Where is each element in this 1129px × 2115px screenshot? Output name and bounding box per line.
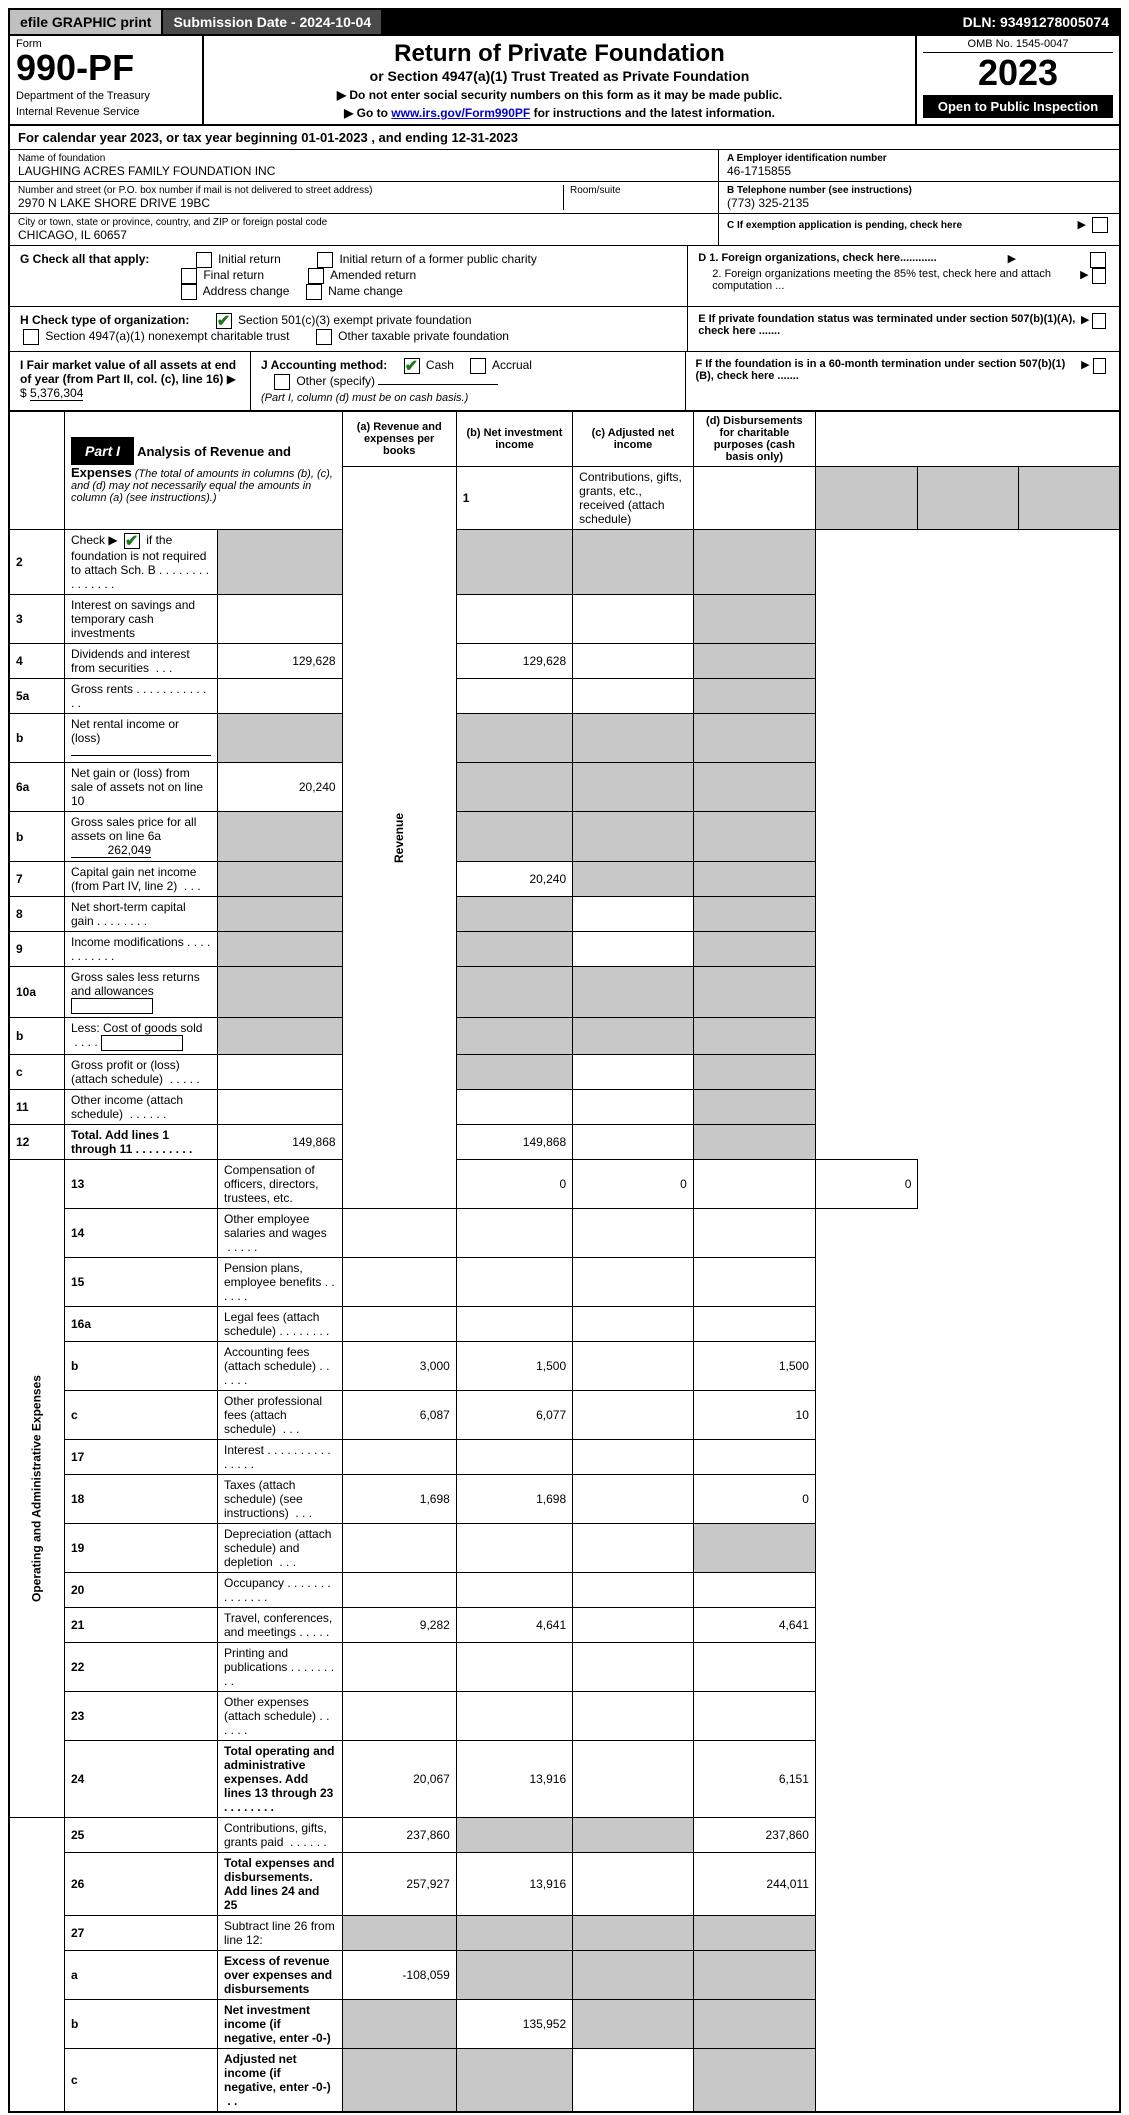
city-value: CHICAGO, IL 60657	[18, 228, 710, 242]
ssn-note: ▶ Do not enter social security numbers o…	[214, 88, 905, 102]
page-footer: For Paperwork Reduction Act Notice, see …	[8, 2113, 1121, 2115]
efile-label[interactable]: efile GRAPHIC print	[10, 10, 163, 34]
part1-table: Part I Analysis of Revenue and Expenses …	[8, 412, 1121, 2113]
goto-suffix: for instructions and the latest informat…	[530, 106, 775, 120]
g-address-change[interactable]	[181, 284, 197, 300]
goto-prefix: ▶ Go to	[344, 106, 391, 120]
ein-label: A Employer identification number	[727, 153, 1111, 164]
part1-tab: Part I	[71, 437, 134, 465]
d1-checkbox[interactable]	[1090, 252, 1106, 268]
address-label: Number and street (or P.O. box number if…	[18, 185, 563, 196]
g-initial-return[interactable]	[196, 252, 212, 268]
irs-label: Internal Revenue Service	[16, 106, 196, 118]
phone-value: (773) 325-2135	[727, 196, 1111, 210]
g-initial-former[interactable]	[317, 252, 333, 268]
d2-label: 2. Foreign organizations meeting the 85%…	[712, 268, 1080, 292]
h-other-taxable[interactable]	[316, 329, 332, 345]
col-a-header: (a) Revenue and expenses per books	[342, 412, 456, 467]
d1-label: D 1. Foreign organizations, check here..…	[698, 252, 936, 268]
j-label: J Accounting method:	[261, 358, 387, 372]
i-label: I Fair market value of all assets at end…	[20, 358, 236, 386]
f-checkbox[interactable]	[1093, 358, 1106, 374]
top-bar: efile GRAPHIC print Submission Date - 20…	[8, 8, 1121, 36]
dln-label: DLN: 93491278005074	[953, 10, 1119, 34]
col-d-header: (d) Disbursements for charitable purpose…	[693, 412, 815, 467]
form-title: Return of Private Foundation	[214, 40, 905, 68]
foundation-name: LAUGHING ACRES FAMILY FOUNDATION INC	[18, 164, 710, 178]
room-suite-label: Room/suite	[570, 185, 710, 196]
j-other[interactable]	[274, 374, 290, 390]
schb-checkbox[interactable]	[124, 533, 140, 549]
g-label: G Check all that apply:	[20, 252, 149, 266]
c-label: C If exemption application is pending, c…	[727, 220, 962, 231]
submission-date: Submission Date - 2024-10-04	[163, 10, 383, 34]
h-501c3[interactable]	[216, 313, 232, 329]
col-c-header: (c) Adjusted net income	[573, 412, 694, 467]
e-checkbox[interactable]	[1092, 313, 1106, 329]
dept-treasury: Department of the Treasury	[16, 90, 196, 102]
form-header: Form 990-PF Department of the Treasury I…	[8, 36, 1121, 126]
g-name-change[interactable]	[306, 284, 322, 300]
h-4947a1[interactable]	[23, 329, 39, 345]
omb-number: OMB No. 1545-0047	[923, 38, 1113, 53]
tax-year: 2023	[923, 53, 1113, 93]
open-public: Open to Public Inspection	[923, 95, 1113, 118]
col-b-header: (b) Net investment income	[456, 412, 572, 467]
ein-value: 46-1715855	[727, 164, 1111, 178]
revenue-side-label: Revenue	[342, 467, 456, 1209]
expenses-side-label: Operating and Administrative Expenses	[9, 1160, 65, 1818]
identity-block: Name of foundation LAUGHING ACRES FAMILY…	[8, 150, 1121, 246]
e-label: E If private foundation status was termi…	[698, 313, 1081, 345]
g-amended-return[interactable]	[308, 268, 324, 284]
j-note: (Part I, column (d) must be on cash basi…	[261, 392, 468, 404]
calendar-year-line: For calendar year 2023, or tax year begi…	[8, 126, 1121, 150]
d2-checkbox[interactable]	[1092, 268, 1106, 284]
i-value: 5,376,304	[30, 386, 83, 401]
f-label: F If the foundation is in a 60-month ter…	[696, 358, 1082, 404]
form-subtitle: or Section 4947(a)(1) Trust Treated as P…	[214, 68, 905, 84]
j-accrual[interactable]	[470, 358, 486, 374]
phone-label: B Telephone number (see instructions)	[727, 185, 1111, 196]
g-final-return[interactable]	[181, 268, 197, 284]
h-label: H Check type of organization:	[20, 313, 189, 327]
address-value: 2970 N LAKE SHORE DRIVE 19BC	[18, 196, 563, 210]
c-checkbox[interactable]	[1092, 217, 1108, 233]
city-label: City or town, state or province, country…	[18, 217, 710, 228]
form-number: 990-PF	[16, 50, 196, 86]
form-link[interactable]: www.irs.gov/Form990PF	[391, 106, 530, 120]
j-cash[interactable]	[404, 358, 420, 374]
foundation-name-label: Name of foundation	[18, 153, 710, 164]
